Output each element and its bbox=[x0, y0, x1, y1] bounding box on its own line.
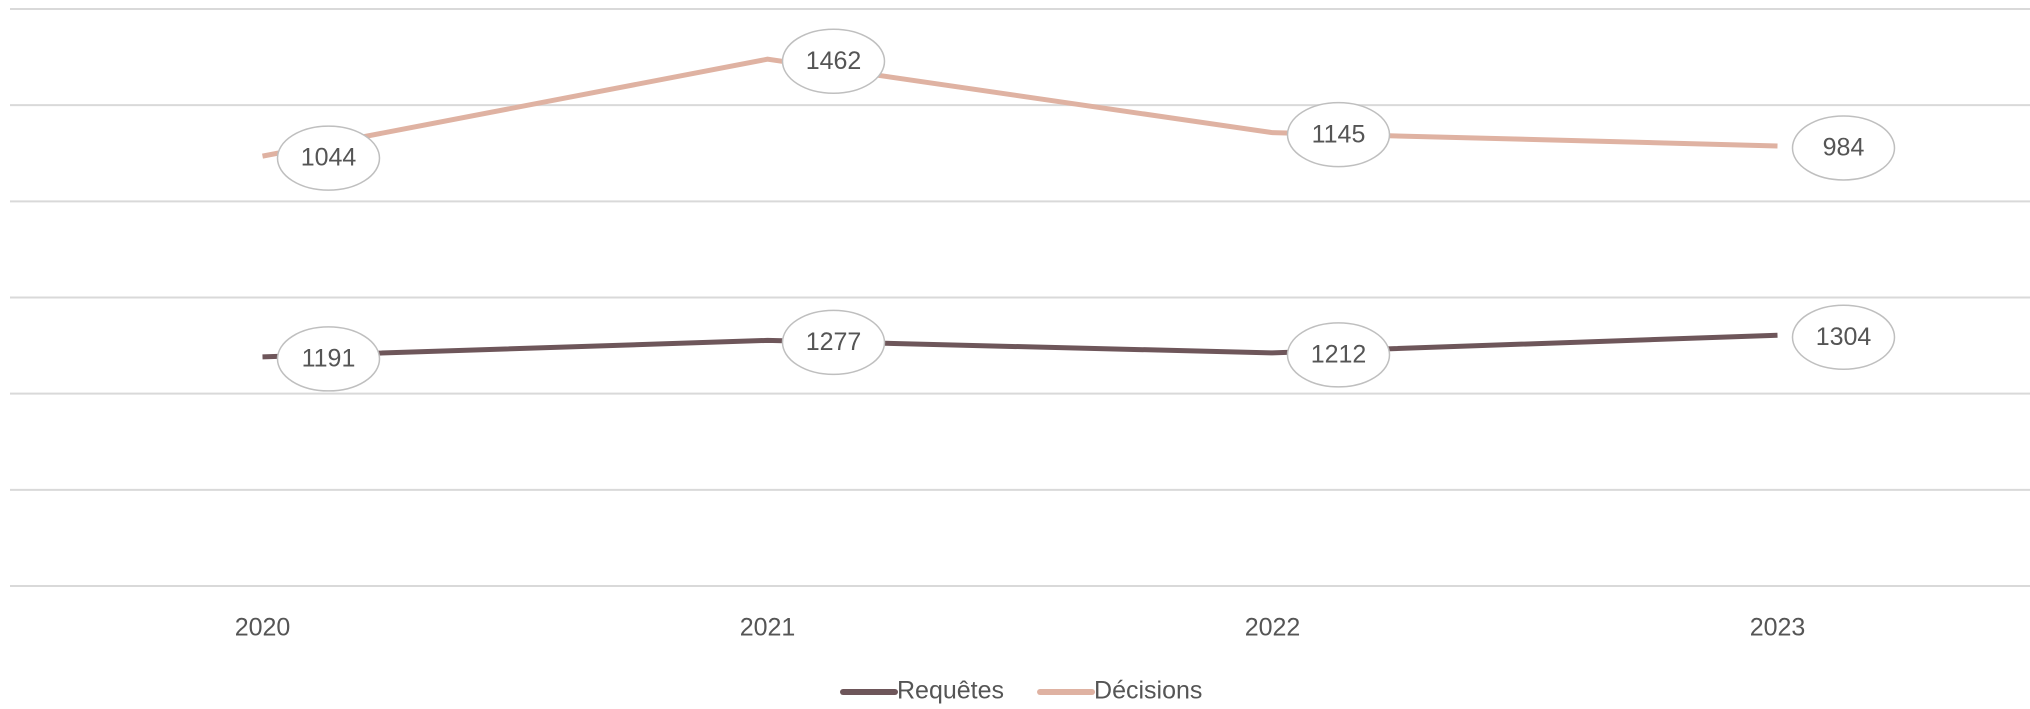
legend-label: Décisions bbox=[1094, 677, 1202, 705]
x-tick-label: 2022 bbox=[1245, 614, 1301, 642]
data-label: 1145 bbox=[1312, 120, 1366, 148]
data-label: 1212 bbox=[1311, 341, 1367, 369]
x-tick-label: 2023 bbox=[1750, 614, 1806, 642]
data-label: 984 bbox=[1823, 134, 1865, 162]
data-label-bubble bbox=[276, 326, 381, 392]
x-tick-label: 2021 bbox=[740, 614, 796, 642]
data-label-bubble bbox=[1286, 322, 1391, 388]
data-label-bubble bbox=[781, 309, 886, 376]
data-label-bubble bbox=[1791, 304, 1896, 370]
legend-label: Requêtes bbox=[897, 677, 1004, 705]
data-label: 1044 bbox=[301, 144, 357, 172]
x-tick-label: 2020 bbox=[235, 614, 291, 642]
data-label-bubble bbox=[1286, 101, 1391, 168]
line bbox=[262, 332, 1778, 360]
data-label-bubble bbox=[781, 28, 886, 94]
data-label-bubble bbox=[1791, 115, 1896, 181]
data-label: 1191 bbox=[302, 345, 356, 373]
data-label: 1462 bbox=[806, 47, 862, 75]
line bbox=[262, 56, 1778, 159]
data-label: 1304 bbox=[1816, 323, 1872, 351]
data-label-bubble bbox=[276, 125, 381, 191]
data-label: 1277 bbox=[806, 328, 862, 356]
